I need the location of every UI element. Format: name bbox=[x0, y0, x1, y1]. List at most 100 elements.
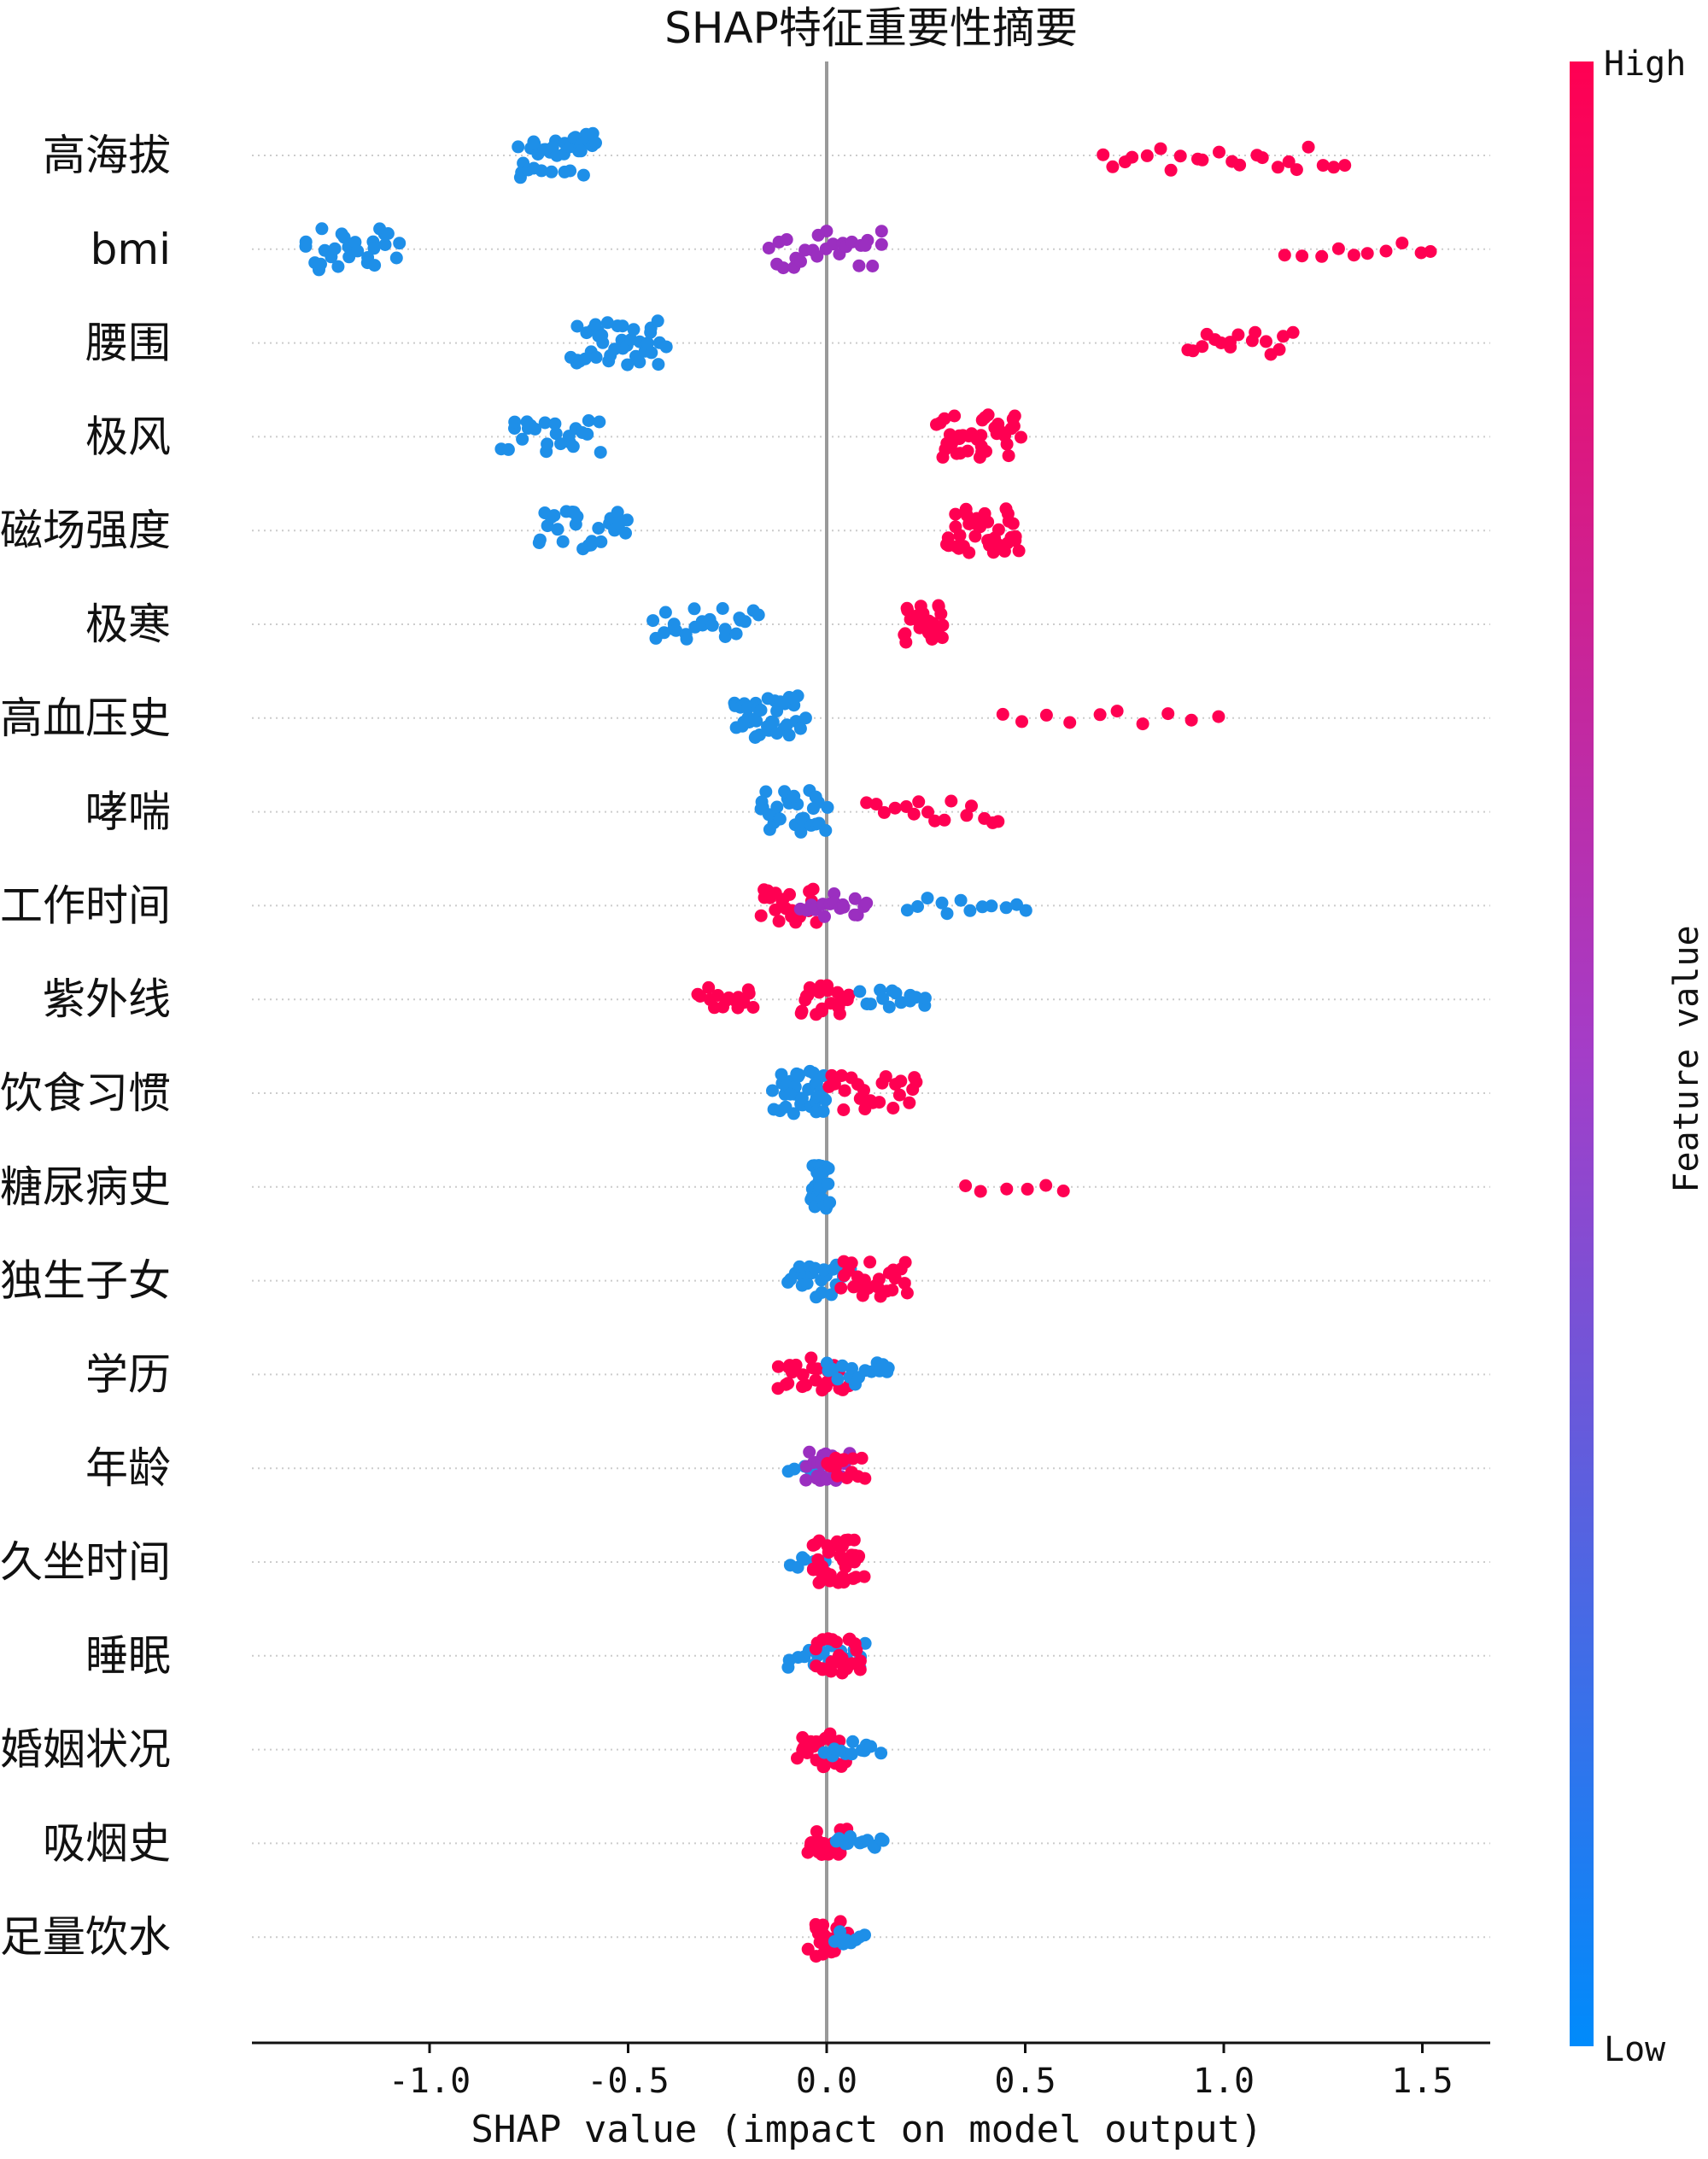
shap-point bbox=[754, 909, 768, 922]
shap-point bbox=[853, 1654, 867, 1668]
shap-point bbox=[807, 1066, 820, 1080]
shap-point bbox=[512, 140, 525, 154]
shap-point bbox=[794, 1006, 808, 1020]
shap-point bbox=[819, 823, 833, 837]
shap-point bbox=[633, 355, 646, 369]
shap-point bbox=[315, 222, 329, 236]
shap-point bbox=[582, 414, 595, 427]
shap-point bbox=[963, 904, 977, 917]
shap-point bbox=[815, 1286, 828, 1299]
shap-point bbox=[863, 998, 877, 1011]
shap-point bbox=[907, 807, 921, 821]
shap-point bbox=[928, 814, 942, 828]
colorbar-low-label: Low bbox=[1604, 2030, 1666, 2069]
shap-point bbox=[980, 445, 992, 458]
shap-point bbox=[529, 422, 541, 436]
shap-point bbox=[547, 509, 561, 523]
shap-point bbox=[1315, 249, 1329, 263]
shap-point bbox=[959, 1179, 973, 1192]
shap-point bbox=[1015, 430, 1027, 444]
colorbar-title: Feature value bbox=[1667, 925, 1706, 1192]
shap-point bbox=[1255, 151, 1269, 165]
shap-point bbox=[858, 1928, 871, 1942]
shap-point bbox=[832, 1847, 845, 1861]
shap-point bbox=[739, 615, 752, 629]
shap-point bbox=[810, 1362, 824, 1376]
shap-point bbox=[985, 899, 998, 913]
shap-point bbox=[903, 1096, 916, 1109]
shap-point bbox=[1271, 161, 1284, 174]
shap-point bbox=[778, 785, 792, 799]
shap-point bbox=[1110, 705, 1124, 718]
shap-point bbox=[1056, 1185, 1070, 1197]
shap-point bbox=[1002, 449, 1015, 463]
shap-point bbox=[881, 1361, 895, 1375]
shap-point bbox=[784, 1087, 798, 1101]
shap-point bbox=[368, 259, 382, 272]
shap-point bbox=[898, 1277, 911, 1290]
shap-point bbox=[991, 815, 1005, 828]
colorbar bbox=[1570, 61, 1594, 2046]
shap-point bbox=[594, 535, 608, 548]
shap-point bbox=[646, 614, 660, 628]
shap-point bbox=[776, 261, 790, 275]
feature-label: 极风 bbox=[85, 412, 171, 461]
shap-point bbox=[1360, 247, 1374, 260]
shap-point bbox=[911, 900, 924, 913]
shap-point bbox=[1278, 249, 1291, 262]
shap-point bbox=[1000, 437, 1014, 451]
shap-point bbox=[1282, 155, 1296, 168]
shap-point bbox=[705, 618, 719, 632]
shap-point bbox=[835, 1666, 849, 1680]
shap-point bbox=[729, 627, 743, 641]
shap-point bbox=[936, 618, 950, 632]
shap-point bbox=[556, 535, 570, 548]
shap-point bbox=[1395, 237, 1409, 250]
shap-point bbox=[858, 238, 872, 252]
grid-layer bbox=[252, 155, 1490, 1939]
shap-point bbox=[1286, 325, 1300, 339]
shap-point bbox=[619, 526, 632, 540]
shap-point bbox=[918, 992, 932, 1005]
shap-point bbox=[821, 984, 834, 998]
feature-label: 独生子女 bbox=[0, 1256, 171, 1306]
shap-point bbox=[799, 1378, 813, 1392]
feature-labels: 高海拔 bmi 腰围极风磁场强度极寒高血压史哮喘工作时间紫外线饮食习惯糖尿病史独生子… bbox=[0, 131, 171, 1962]
shap-point bbox=[949, 507, 962, 521]
shap-point bbox=[823, 1196, 837, 1209]
x-tick-label: 0.0 bbox=[796, 2062, 857, 2101]
shap-point bbox=[1039, 1179, 1053, 1192]
shap-point bbox=[823, 1568, 837, 1582]
shap-point bbox=[1338, 159, 1352, 173]
shap-point bbox=[759, 785, 773, 799]
feature-label: 年龄 bbox=[85, 1443, 171, 1493]
shap-point bbox=[804, 1351, 818, 1365]
shap-point bbox=[935, 896, 949, 910]
shap-point bbox=[719, 993, 733, 1007]
shap-point bbox=[800, 1277, 814, 1290]
shap-point bbox=[1063, 716, 1077, 729]
shap-point bbox=[836, 1454, 850, 1467]
shap-point bbox=[351, 244, 365, 258]
shap-point bbox=[1233, 158, 1247, 172]
shap-point bbox=[822, 1161, 835, 1175]
feature-label: 腰围 bbox=[85, 319, 171, 368]
feature-label: 工作时间 bbox=[0, 881, 171, 930]
shap-point bbox=[845, 1361, 858, 1375]
shap-point bbox=[860, 896, 874, 910]
shap-point bbox=[782, 728, 796, 742]
shap-point bbox=[809, 1642, 822, 1656]
shap-point bbox=[1012, 544, 1026, 558]
shap-point bbox=[1009, 534, 1022, 547]
shap-point bbox=[831, 1372, 845, 1386]
shap-point bbox=[816, 1104, 830, 1118]
x-axis-label: SHAP value (impact on model output) bbox=[471, 2108, 1262, 2151]
shap-point bbox=[1290, 163, 1303, 177]
shap-point bbox=[716, 602, 729, 615]
shap-point bbox=[620, 513, 634, 527]
feature-label: 学历 bbox=[85, 1349, 171, 1399]
shap-point bbox=[879, 1070, 892, 1084]
shap-point bbox=[1093, 708, 1107, 722]
shap-point bbox=[1212, 710, 1225, 723]
